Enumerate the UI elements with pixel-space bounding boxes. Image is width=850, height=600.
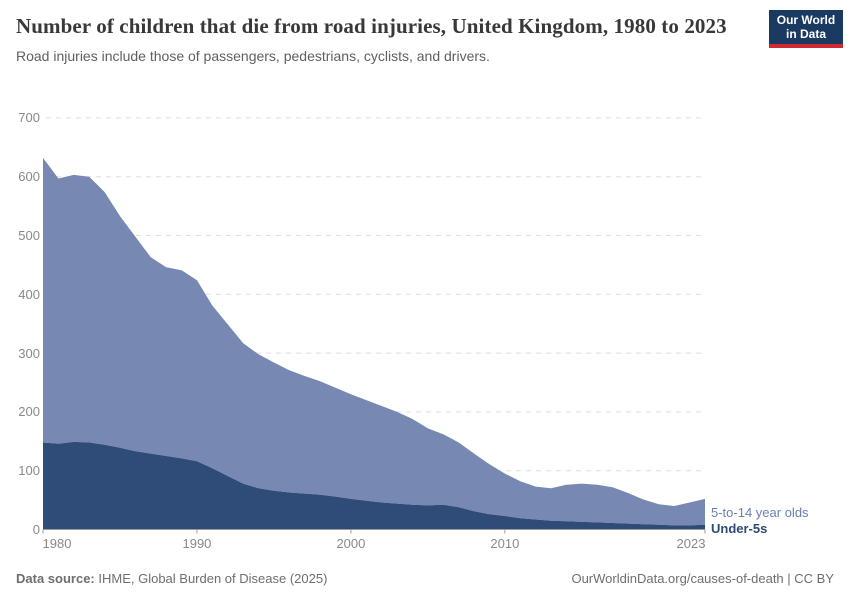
- chart-footer: Data source: IHME, Global Burden of Dise…: [16, 571, 834, 586]
- chart-header: Number of children that die from road in…: [16, 12, 756, 64]
- data-source-text: IHME, Global Burden of Disease (2025): [94, 571, 328, 586]
- y-tick-label-0: 0: [32, 522, 40, 537]
- x-tick-label-2000: 2000: [336, 536, 366, 551]
- data-source: Data source: IHME, Global Burden of Dise…: [16, 571, 327, 586]
- owid-logo-line1: Our World: [776, 12, 836, 27]
- y-tick-label-400: 400: [18, 286, 40, 302]
- y-tick-label-600: 600: [18, 169, 40, 185]
- owid-logo-line2: in Data: [785, 27, 826, 41]
- chart-title: Number of children that die from road in…: [16, 14, 727, 38]
- series-label-5-to-14: 5-to-14 year olds: [711, 505, 809, 520]
- area-5-to-14-year-olds[interactable]: [43, 157, 705, 526]
- data-source-label: Data source:: [16, 571, 95, 586]
- y-tick-label-700: 700: [18, 110, 40, 126]
- y-tick-label-500: 500: [18, 228, 40, 243]
- x-tick-label-2010: 2010: [490, 536, 520, 551]
- credit-link[interactable]: OurWorldinData.org/causes-of-death | CC …: [571, 571, 834, 586]
- chart-subtitle: Road injuries include those of passenger…: [16, 47, 490, 64]
- x-tick-label-1980: 1980: [42, 536, 72, 551]
- y-tick-label-100: 100: [18, 463, 40, 479]
- x-tick-label-2023: 2023: [676, 536, 706, 551]
- x-tick-label-1990: 1990: [182, 536, 212, 551]
- y-tick-label-300: 300: [18, 345, 40, 361]
- owid-logo[interactable]: Our World in Data: [769, 10, 843, 48]
- area-under-5s[interactable]: [43, 441, 705, 530]
- y-tick-label-200: 200: [18, 404, 40, 420]
- series-label-under-5s: Under-5s: [711, 521, 768, 536]
